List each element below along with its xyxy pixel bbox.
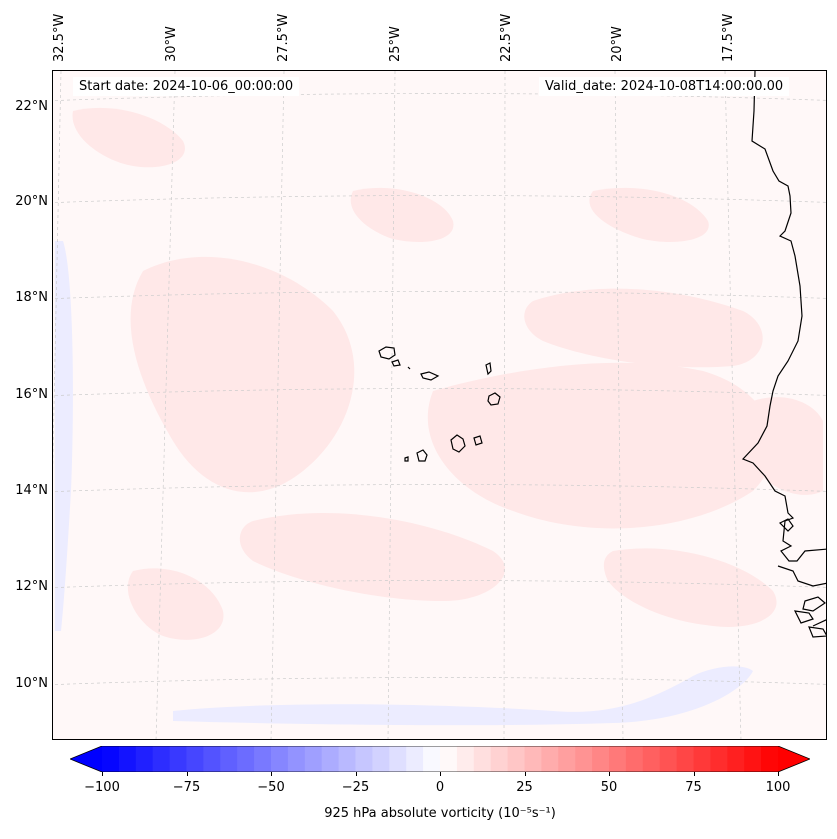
colorbar-min-extend — [70, 746, 102, 772]
colorbar-step — [169, 746, 187, 772]
lat-label-12n: 12°N — [15, 579, 48, 594]
colorbar-tick-label: 100 — [765, 780, 791, 795]
colorbar-step — [727, 746, 745, 772]
lat-label-10n: 10°N — [15, 676, 48, 691]
colorbar-step — [406, 746, 424, 772]
colorbar-tick-mark — [524, 772, 526, 776]
cape-verde-islands — [378, 346, 501, 462]
valid-date-label: Valid_date: 2024-10-08T14:00:00.00 — [539, 77, 790, 96]
colorbar-tick-mark — [102, 772, 103, 776]
colorbar-tick-mark — [271, 772, 272, 776]
colorbar-step — [118, 746, 137, 772]
colorbar-step — [237, 746, 255, 772]
colorbar-tick-mark — [186, 772, 188, 776]
lon-label-25w: 25°W — [388, 26, 403, 62]
colorbar-tick-mark — [609, 772, 610, 776]
colorbar-tick-mark — [693, 772, 695, 776]
colorbar-step — [203, 746, 221, 772]
colorbar-step — [625, 746, 644, 772]
colorbar-step — [541, 746, 559, 772]
colorbar-steps — [102, 746, 779, 772]
colorbar-tick-mark — [440, 772, 441, 776]
vorticity-field-map — [53, 71, 826, 739]
lon-label-17-5w: 17.5°W — [721, 13, 736, 62]
lat-label-22n: 22°N — [15, 99, 48, 114]
lat-label-14n: 14°N — [15, 483, 48, 498]
colorbar-step — [102, 746, 120, 772]
colorbar-tick-label: −100 — [84, 780, 120, 795]
colorbar-tick-mark — [778, 772, 779, 776]
colorbar-step — [524, 746, 542, 772]
lon-label-30w: 30°W — [164, 26, 179, 62]
colorbar-step — [592, 746, 610, 772]
colorbar-step — [271, 746, 289, 772]
graticule — [53, 71, 826, 739]
colorbar-tick-label: −50 — [257, 780, 285, 795]
colorbar-step — [507, 746, 525, 772]
colorbar-step — [321, 746, 340, 772]
lon-label-22-5w: 22.5°W — [499, 13, 514, 62]
colorbar-step — [220, 746, 238, 772]
colorbar-step — [642, 746, 661, 772]
colorbar-step — [287, 746, 306, 772]
lat-label-20n: 20°N — [15, 194, 48, 209]
colorbar-step — [304, 746, 323, 772]
colorbar-step — [575, 746, 593, 772]
colorbar-step — [423, 746, 441, 772]
colorbar-step — [372, 746, 390, 772]
west-africa-coastline — [741, 71, 826, 562]
vorticity-contours — [72, 107, 823, 640]
colorbar-step — [440, 746, 458, 772]
lon-label-27-5w: 27.5°W — [276, 13, 291, 62]
colorbar-max-extend — [778, 746, 810, 772]
colorbar-step — [186, 746, 204, 772]
colorbar-step — [676, 746, 694, 772]
colorbar-tick-label: −75 — [172, 780, 201, 795]
start-date-label: Start date: 2024-10-06_00:00:00 — [73, 77, 300, 96]
colorbar-step — [152, 746, 171, 772]
guinea-bissau-coastline — [777, 518, 826, 638]
colorbar-step — [355, 746, 373, 772]
colorbar-tick-label: 75 — [685, 780, 702, 795]
vorticity-colorbar — [70, 746, 810, 772]
colorbar-step — [558, 746, 576, 772]
map-panel[interactable] — [52, 70, 827, 740]
colorbar-tick-label: 0 — [435, 780, 445, 795]
colorbar-tick-label: −25 — [341, 780, 370, 795]
colorbar-step — [389, 746, 407, 772]
lat-label-18n: 18°N — [15, 290, 48, 305]
colorbar-tick-label: 25 — [516, 780, 533, 795]
colorbar-step — [710, 746, 728, 772]
colorbar-label: 925 hPa absolute vorticity (10⁻⁵s⁻¹) — [324, 806, 556, 821]
colorbar-step — [135, 746, 154, 772]
lat-label-16n: 16°N — [15, 387, 48, 402]
colorbar-step — [609, 746, 627, 772]
lon-label-32-5w: 32.5°W — [52, 13, 67, 62]
colorbar-step — [473, 746, 492, 772]
colorbar-tick-label: 50 — [600, 780, 618, 795]
colorbar-step — [693, 746, 711, 772]
colorbar-step — [761, 746, 779, 772]
colorbar-step — [254, 746, 272, 772]
negative-vorticity-band — [55, 241, 753, 726]
colorbar-step — [659, 746, 678, 772]
colorbar-tick-mark — [355, 772, 357, 776]
colorbar-step — [744, 746, 762, 772]
colorbar-step — [456, 746, 475, 772]
colorbar-step — [490, 746, 509, 772]
colorbar-step — [338, 746, 356, 772]
lon-label-20w: 20°W — [610, 26, 625, 62]
